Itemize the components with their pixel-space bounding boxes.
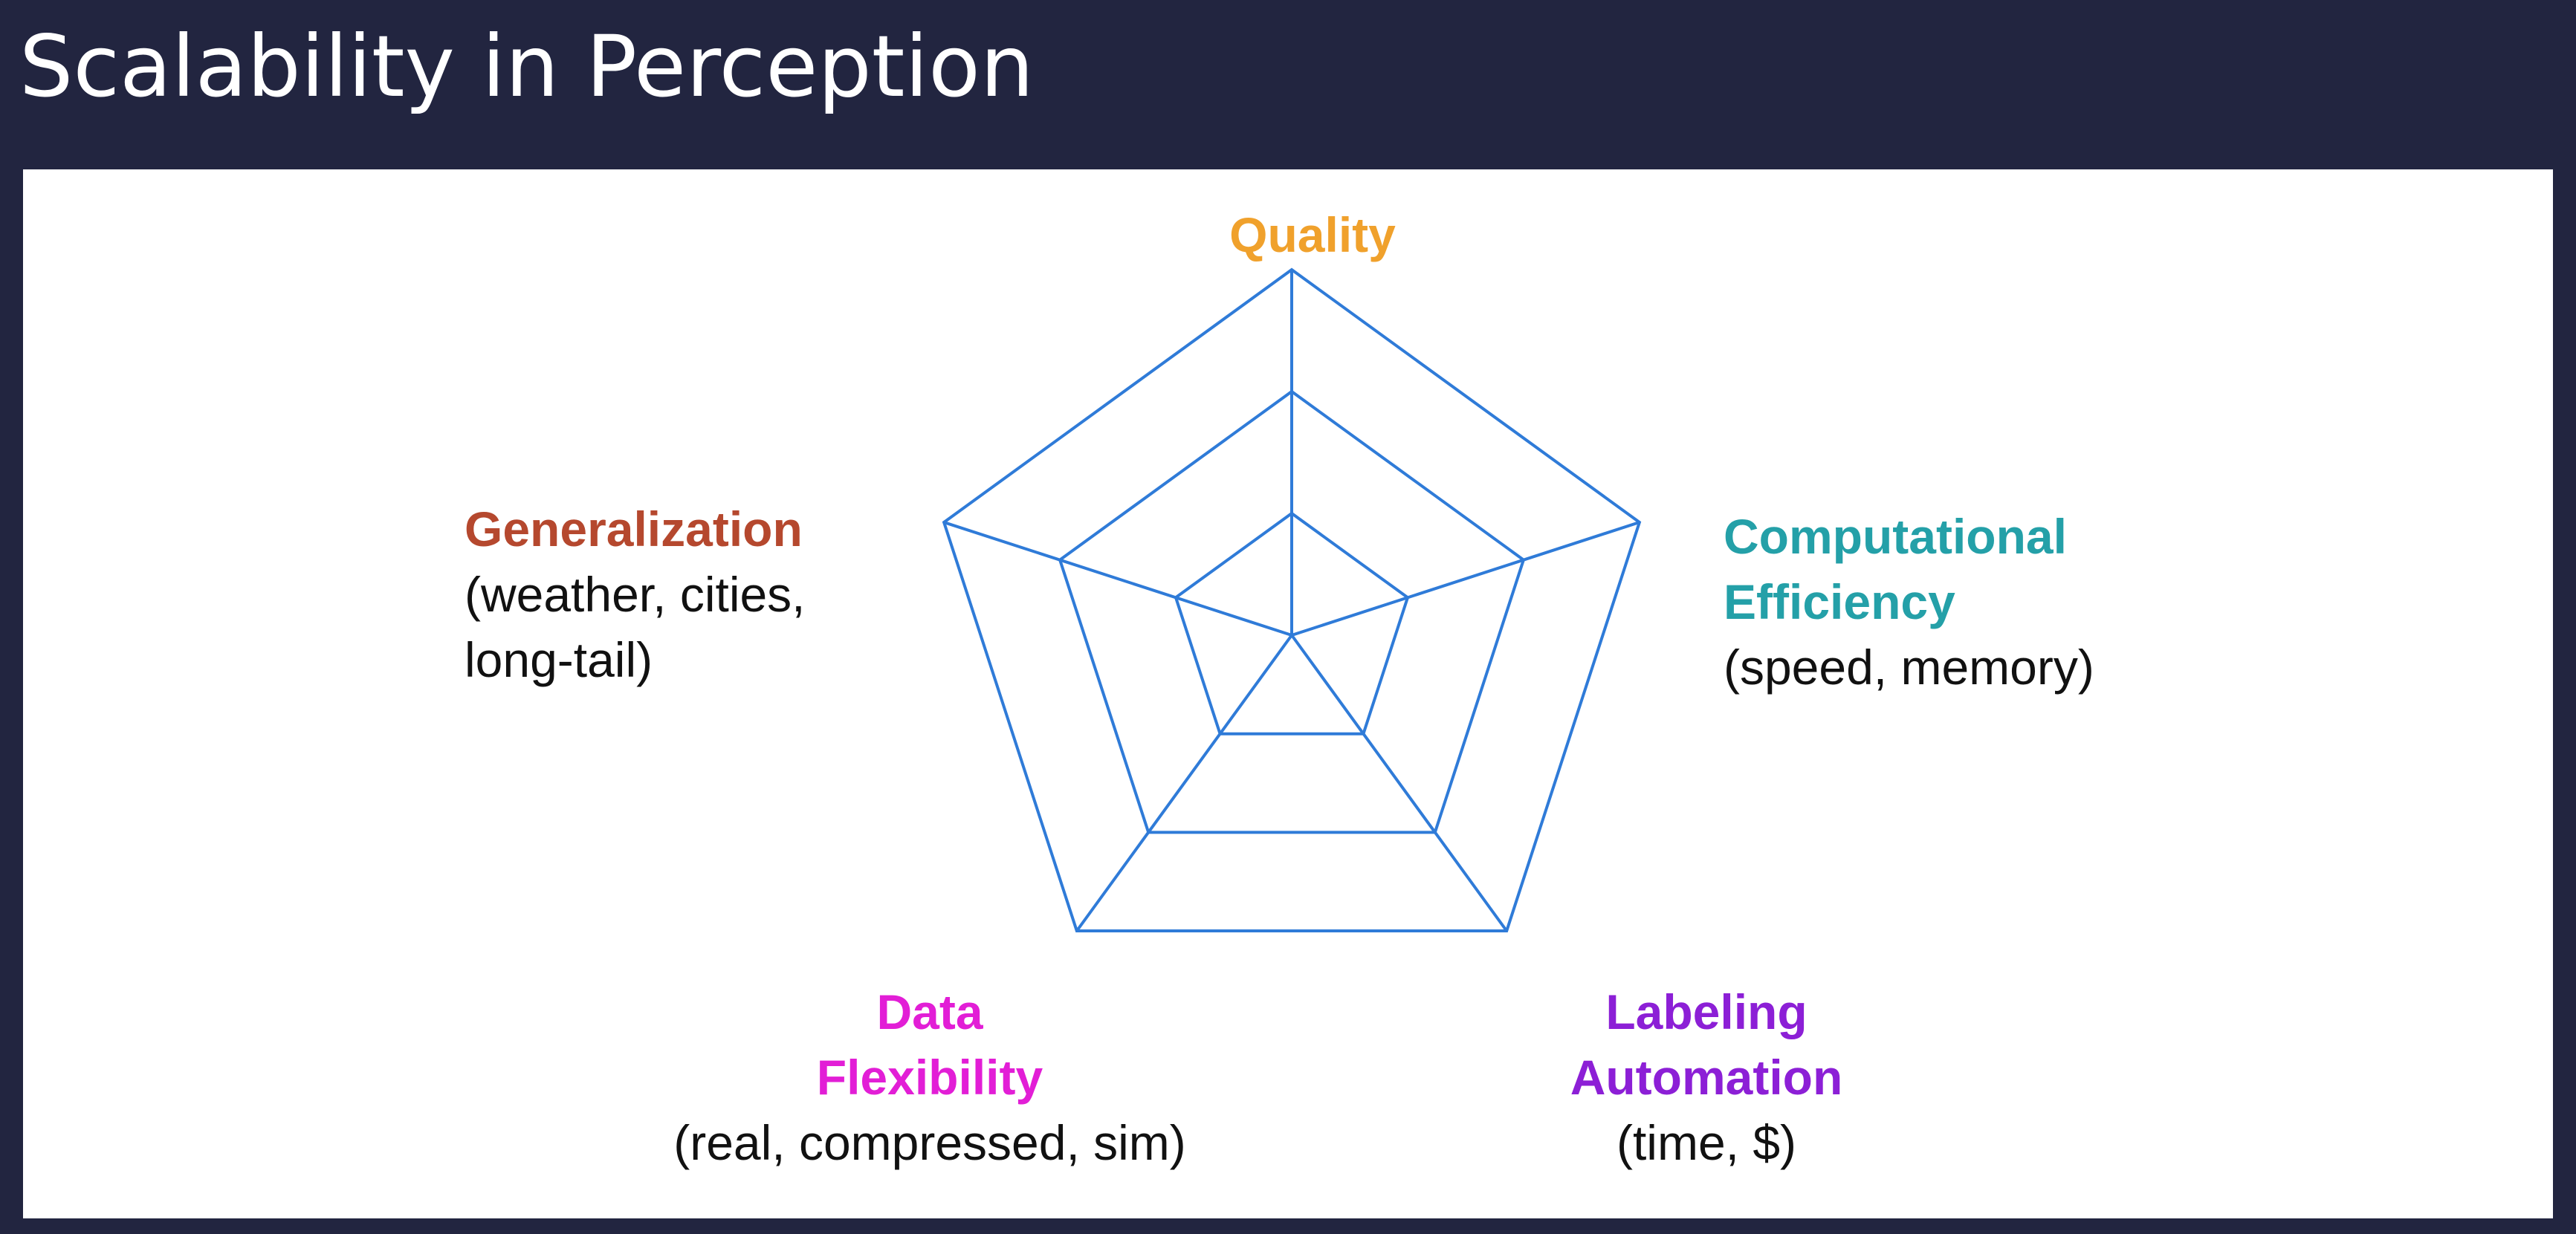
- label-quality: Quality: [1164, 202, 1461, 267]
- label-generalization-detail-2: long-tail): [465, 632, 653, 687]
- radar-diagram: [942, 267, 1642, 932]
- axis-line-generalization: [943, 521, 1292, 637]
- label-computational-efficiency-detail: (speed, memory): [1724, 640, 2094, 695]
- grid-ring-3: [942, 267, 1642, 932]
- axis-line-computational-efficiency: [1291, 521, 1640, 637]
- label-computational-efficiency-name-1: Computational: [1724, 509, 2067, 564]
- diagram-panel: Quality Computational Efficiency (speed,…: [23, 169, 2553, 1218]
- label-computational-efficiency: Computational Efficiency (speed, memory): [1724, 504, 2244, 700]
- label-generalization: Generalization (weather, cities, long-ta…: [465, 496, 985, 692]
- label-generalization-name: Generalization: [465, 501, 803, 556]
- label-data-flexibility: Data Flexibility (real, compressed, sim): [595, 979, 1264, 1175]
- label-data-flexibility-name-1: Data: [876, 984, 983, 1039]
- axis-line-labeling-automation: [1290, 634, 1508, 932]
- label-data-flexibility-detail: (real, compressed, sim): [673, 1115, 1186, 1170]
- grid-ring-1: [1174, 511, 1410, 735]
- slide-title: Scalability in Perception: [19, 17, 1035, 116]
- axis-line-data-flexibility: [1075, 634, 1293, 932]
- label-labeling-automation-detail: (time, $): [1616, 1115, 1797, 1170]
- label-generalization-detail-1: (weather, cities,: [465, 567, 806, 622]
- grid-ring-2: [1058, 389, 1526, 834]
- label-labeling-automation-name-2: Automation: [1570, 1050, 1843, 1105]
- label-computational-efficiency-name-2: Efficiency: [1724, 574, 1955, 629]
- label-quality-name: Quality: [1229, 207, 1396, 262]
- label-data-flexibility-name-2: Flexibility: [816, 1050, 1043, 1105]
- label-labeling-automation: Labeling Automation (time, $): [1483, 979, 1929, 1175]
- label-labeling-automation-name-1: Labeling: [1605, 984, 1808, 1039]
